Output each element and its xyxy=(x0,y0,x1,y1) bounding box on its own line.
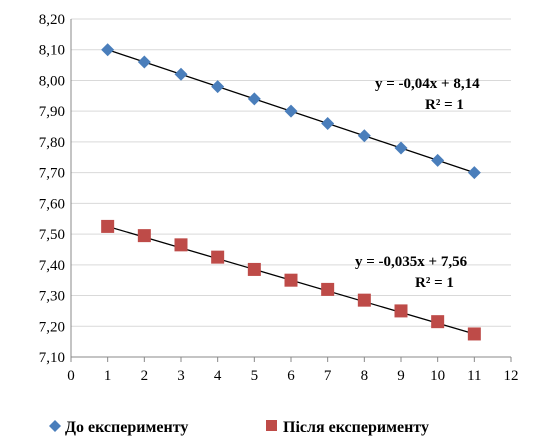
data-point-before xyxy=(247,92,261,106)
y-tick-label: 7,50 xyxy=(39,227,65,243)
y-tick-label: 7,40 xyxy=(39,258,65,274)
data-point-before xyxy=(101,43,115,57)
data-point-after xyxy=(284,273,298,287)
y-tick-label: 7,60 xyxy=(39,196,65,212)
x-tick-label: 0 xyxy=(67,368,75,384)
y-tick-label: 8,00 xyxy=(39,73,65,89)
x-axis-tick-labels: 0 1 2 3 4 5 6 7 8 9 10 11 12 xyxy=(67,368,518,384)
x-tick-label: 6 xyxy=(287,368,295,384)
x-tick-label: 10 xyxy=(430,368,445,384)
data-point-after xyxy=(211,250,225,264)
data-point-after xyxy=(247,262,261,276)
data-point-before xyxy=(321,116,335,130)
data-point-after xyxy=(101,219,115,233)
y-tick-label: 7,80 xyxy=(39,135,65,151)
legend-label-before: До експерименту xyxy=(65,419,188,436)
x-tick-label: 3 xyxy=(177,368,185,384)
y-axis-tick-labels: 7,10 7,20 7,30 7,40 7,50 7,60 7,70 7,80 7,90 8,00… xyxy=(39,12,65,366)
x-tick-label: 12 xyxy=(504,368,519,384)
trendline-r2-before: R² = 1 xyxy=(425,97,464,113)
data-point-before xyxy=(357,129,371,143)
data-point-after xyxy=(174,238,188,252)
x-tick-label: 1 xyxy=(104,368,112,384)
x-tick-label: 2 xyxy=(141,368,149,384)
y-tick-label: 7,10 xyxy=(39,350,65,366)
legend-label-after: Після експерименту xyxy=(283,419,429,436)
data-point-before xyxy=(284,104,298,118)
legend-marker-before xyxy=(49,420,61,432)
data-point-before xyxy=(137,55,151,69)
trendline-equation-before: y = -0,04x + 8,14 xyxy=(375,76,480,92)
x-tick-label: 5 xyxy=(251,368,259,384)
data-point-after xyxy=(137,229,151,243)
data-point-before xyxy=(211,80,225,94)
x-tick-label: 11 xyxy=(467,368,481,384)
x-tick-label: 9 xyxy=(397,368,405,384)
trendline-r2-after: R² = 1 xyxy=(415,275,454,291)
data-point-before xyxy=(467,166,481,180)
y-tick-label: 7,70 xyxy=(39,166,65,182)
data-point-after xyxy=(431,315,445,329)
y-tick-label: 8,20 xyxy=(39,12,65,28)
legend: До експерименту Після експерименту xyxy=(49,419,429,436)
x-tick-label: 8 xyxy=(361,368,369,384)
trendline-equation-after: y = -0,035x + 7,56 xyxy=(355,254,468,270)
grid-lines xyxy=(71,18,511,327)
data-point-before xyxy=(431,153,445,167)
data-point-after xyxy=(394,304,408,318)
y-tick-label: 7,90 xyxy=(39,104,65,120)
data-point-after xyxy=(321,282,335,296)
y-tick-label: 8,10 xyxy=(39,43,65,59)
y-tick-label: 7,30 xyxy=(39,289,65,305)
x-tick-label: 7 xyxy=(324,368,332,384)
axes xyxy=(70,19,512,362)
data-points xyxy=(101,43,481,341)
data-point-after xyxy=(467,327,481,341)
y-tick-label: 7,20 xyxy=(39,319,65,335)
legend-marker-after xyxy=(266,420,277,431)
data-point-after xyxy=(357,293,371,307)
x-tick-label: 4 xyxy=(214,368,222,384)
data-point-before xyxy=(394,141,408,155)
data-point-before xyxy=(174,67,188,81)
